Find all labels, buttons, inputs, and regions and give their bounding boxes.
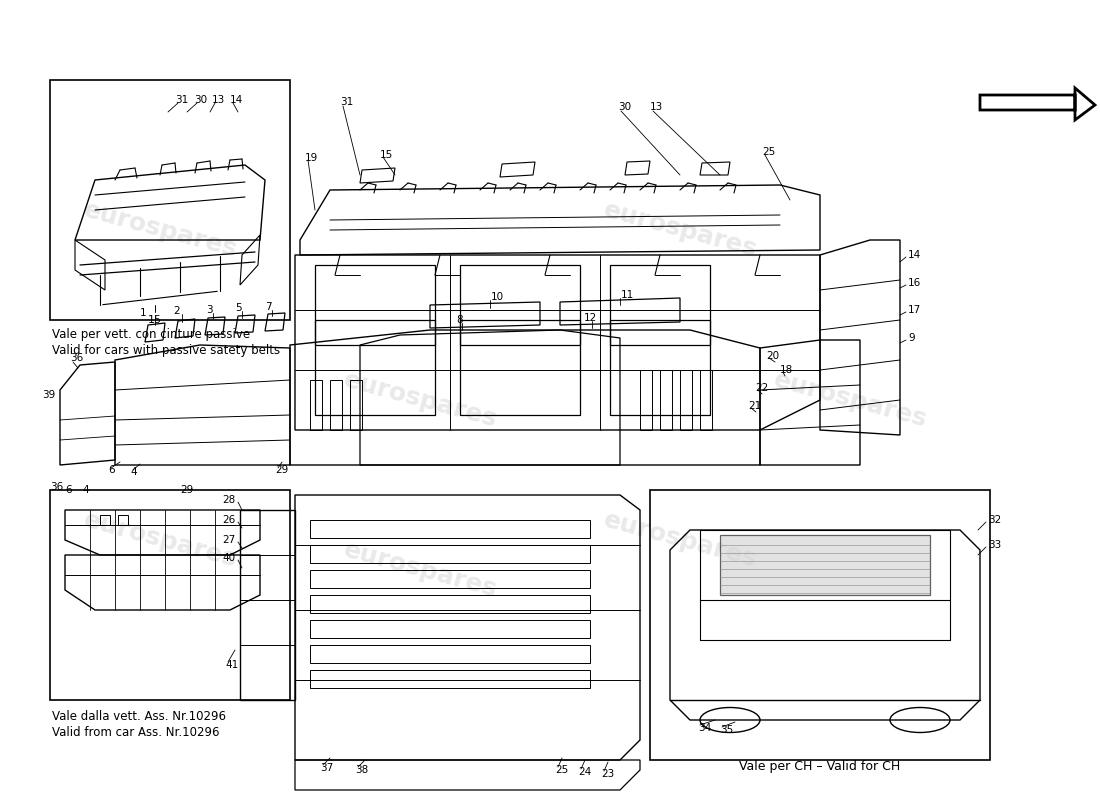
- Bar: [50, 80, 290, 320]
- Text: 11: 11: [620, 290, 634, 300]
- Text: 18: 18: [780, 365, 793, 375]
- Text: eurospares: eurospares: [80, 198, 240, 262]
- Text: 6: 6: [108, 465, 114, 475]
- Bar: [310, 545, 590, 563]
- Bar: [315, 265, 434, 345]
- Text: 16: 16: [908, 278, 922, 288]
- Text: 2: 2: [174, 306, 180, 316]
- Text: 30: 30: [194, 95, 207, 105]
- Text: 23: 23: [601, 769, 614, 779]
- Bar: [315, 320, 434, 415]
- Polygon shape: [720, 535, 930, 595]
- Bar: [460, 265, 580, 345]
- Bar: [118, 515, 128, 525]
- Text: 25: 25: [762, 147, 776, 157]
- Bar: [350, 380, 362, 430]
- Bar: [310, 645, 590, 663]
- Text: 39: 39: [42, 390, 55, 400]
- Text: 13: 13: [212, 95, 226, 105]
- Text: 31: 31: [340, 97, 353, 107]
- Text: 40: 40: [222, 553, 235, 563]
- Text: 9: 9: [908, 333, 914, 343]
- Text: eurospares: eurospares: [341, 368, 499, 432]
- Bar: [310, 595, 590, 613]
- Text: eurospares: eurospares: [80, 508, 240, 572]
- Text: 38: 38: [355, 765, 368, 775]
- Text: 36: 36: [50, 482, 64, 492]
- Text: eurospares: eurospares: [601, 198, 759, 262]
- Text: 12: 12: [583, 313, 596, 323]
- Text: eurospares: eurospares: [341, 538, 499, 602]
- Text: 21: 21: [748, 401, 761, 411]
- Text: eurospares: eurospares: [770, 368, 930, 432]
- Text: 35: 35: [720, 725, 734, 735]
- Text: 8: 8: [456, 315, 463, 325]
- Text: 3: 3: [206, 305, 212, 315]
- Bar: [330, 380, 342, 430]
- Text: 6: 6: [65, 485, 72, 495]
- Text: 33: 33: [988, 540, 1001, 550]
- Bar: [700, 370, 712, 430]
- Text: 4: 4: [82, 485, 89, 495]
- Text: 37: 37: [320, 763, 333, 773]
- Text: 20: 20: [766, 351, 779, 361]
- Bar: [610, 265, 710, 345]
- Text: 41: 41: [226, 660, 239, 670]
- Bar: [100, 515, 110, 525]
- Text: 36: 36: [70, 353, 84, 363]
- Text: 15: 15: [148, 315, 162, 325]
- Text: 17: 17: [908, 305, 922, 315]
- Bar: [310, 520, 590, 538]
- Text: 4: 4: [130, 467, 136, 477]
- Text: Valid from car Ass. Nr.10296: Valid from car Ass. Nr.10296: [52, 726, 220, 739]
- Text: 32: 32: [988, 515, 1001, 525]
- Text: 25: 25: [556, 765, 569, 775]
- Bar: [650, 490, 990, 760]
- Text: 27: 27: [222, 535, 235, 545]
- Bar: [640, 370, 652, 430]
- Text: Valid for cars with passive satety belts: Valid for cars with passive satety belts: [52, 344, 280, 357]
- Bar: [50, 490, 290, 700]
- Text: 7: 7: [265, 302, 272, 312]
- Text: 28: 28: [222, 495, 235, 505]
- Text: 31: 31: [175, 95, 188, 105]
- Bar: [460, 320, 580, 415]
- Text: 26: 26: [222, 515, 235, 525]
- Bar: [310, 620, 590, 638]
- Text: 5: 5: [234, 303, 241, 313]
- Bar: [310, 570, 590, 588]
- Bar: [660, 370, 672, 430]
- Bar: [310, 670, 590, 688]
- Text: eurospares: eurospares: [601, 508, 759, 572]
- Text: 14: 14: [908, 250, 922, 260]
- Text: Vale dalla vett. Ass. Nr.10296: Vale dalla vett. Ass. Nr.10296: [52, 710, 226, 723]
- Text: 24: 24: [578, 767, 592, 777]
- Text: 22: 22: [755, 383, 768, 393]
- Text: Vale per vett. con cinture passive: Vale per vett. con cinture passive: [52, 328, 250, 341]
- Text: 30: 30: [618, 102, 631, 112]
- Bar: [680, 370, 692, 430]
- Text: 15: 15: [379, 150, 394, 160]
- Text: 29: 29: [275, 465, 288, 475]
- Text: 34: 34: [698, 723, 712, 733]
- Text: 19: 19: [305, 153, 318, 163]
- Text: 10: 10: [491, 292, 504, 302]
- Text: 1: 1: [140, 308, 146, 318]
- Polygon shape: [980, 88, 1094, 120]
- Text: Vale per CH – Valid for CH: Vale per CH – Valid for CH: [739, 760, 901, 773]
- Bar: [310, 380, 322, 430]
- Text: 29: 29: [180, 485, 194, 495]
- Text: 13: 13: [650, 102, 663, 112]
- Bar: [610, 320, 710, 415]
- Text: 14: 14: [230, 95, 243, 105]
